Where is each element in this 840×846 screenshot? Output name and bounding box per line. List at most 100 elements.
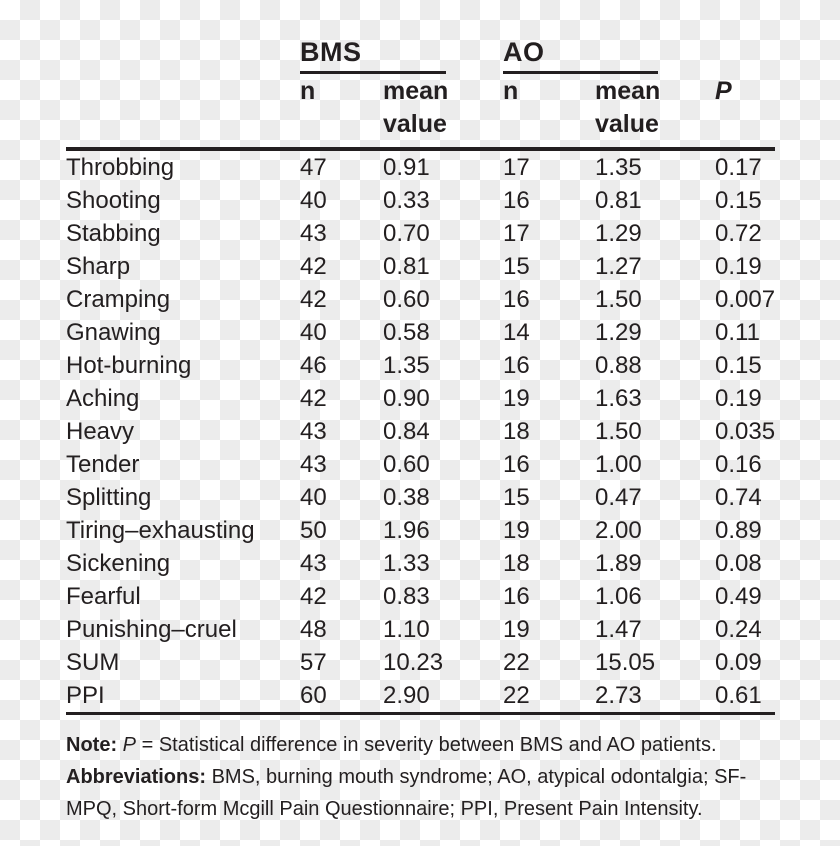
empty-p-header <box>715 38 775 75</box>
p-value: 0.61 <box>715 679 775 715</box>
table-row: Hot-burning 46 1.35 16 0.88 0.15 <box>66 349 775 382</box>
ao-n-value: 14 <box>503 319 530 346</box>
row-label: Fearful <box>66 583 141 610</box>
table-row: Tender 43 0.60 16 1.00 0.16 <box>66 448 775 481</box>
abbreviations-label: Abbreviations: <box>66 766 207 788</box>
bms-n-value: 43 <box>300 418 327 445</box>
bms-n-value: 47 <box>300 154 327 181</box>
bms-n-value: 57 <box>300 649 327 676</box>
row-label: Gnawing <box>66 319 161 346</box>
row-label: Sharp <box>66 253 131 280</box>
ao-mean-value: 1.89 <box>595 550 642 577</box>
bms-mean-value: 0.83 <box>383 583 430 610</box>
table-row: Punishing–cruel 48 1.10 19 1.47 0.24 <box>66 613 775 646</box>
bms-n-value: 48 <box>300 616 327 643</box>
p-value: 0.16 <box>715 451 762 478</box>
ao-n-value: 16 <box>503 187 530 214</box>
table-row: Tiring–exhausting 50 1.96 19 2.00 0.89 <box>66 514 775 547</box>
table-row: SUM 57 10.23 22 15.05 0.09 <box>66 646 775 679</box>
bms-n-value: 40 <box>300 319 327 346</box>
ao-n-value: 16 <box>503 451 530 478</box>
bms-mean-value: 0.58 <box>383 319 430 346</box>
data-table: BMS AO n mean value n mean value P Throb… <box>66 38 775 715</box>
p-value: 0.007 <box>715 286 776 313</box>
col-header-ao-n: n <box>503 75 595 151</box>
table-row: Stabbing 43 0.70 17 1.29 0.72 <box>66 217 775 250</box>
ao-mean-value: 0.88 <box>595 352 642 379</box>
ao-n-value: 18 <box>503 418 530 445</box>
column-header-row: n mean value n mean value P <box>66 75 775 151</box>
group-header-bms-cell: BMS <box>300 38 503 75</box>
ao-n-value: 16 <box>503 352 530 379</box>
row-label: Throbbing <box>66 154 175 181</box>
p-value: 0.19 <box>715 385 762 412</box>
p-value: 0.15 <box>715 352 762 379</box>
table-row: Gnawing 40 0.58 14 1.29 0.11 <box>66 316 775 349</box>
ao-n-value: 16 <box>503 583 530 610</box>
row-label: Stabbing <box>66 220 161 247</box>
bms-n-value: 40 <box>300 187 327 214</box>
group-header-ao-cell: AO <box>503 38 715 75</box>
bms-mean-value: 1.10 <box>383 616 430 643</box>
p-value: 0.19 <box>715 253 762 280</box>
abbreviations-line: Abbreviations: BMS, burning mouth syndro… <box>66 761 775 825</box>
group-header-ao: AO <box>503 38 658 74</box>
table-row: Fearful 42 0.83 16 1.06 0.49 <box>66 580 775 613</box>
bms-n-value: 60 <box>300 679 383 715</box>
ao-mean-value: 1.00 <box>595 451 642 478</box>
p-value: 0.72 <box>715 220 762 247</box>
ao-n-value: 19 <box>503 517 530 544</box>
bms-n-value: 42 <box>300 253 327 280</box>
row-label: Tiring–exhausting <box>66 517 255 544</box>
table-row: Aching 42 0.90 19 1.63 0.19 <box>66 382 775 415</box>
bms-mean-value: 10.23 <box>383 649 444 676</box>
group-header-bms: BMS <box>300 38 446 74</box>
col-header-bms-n: n <box>300 75 383 151</box>
row-label: Hot-burning <box>66 352 192 379</box>
table-row: Cramping 42 0.60 16 1.50 0.007 <box>66 283 775 316</box>
table-row: Sickening 43 1.33 18 1.89 0.08 <box>66 547 775 580</box>
bms-n-value: 46 <box>300 352 327 379</box>
bms-n-value: 43 <box>300 550 327 577</box>
bms-mean-value: 0.84 <box>383 418 430 445</box>
p-value: 0.17 <box>715 154 762 181</box>
sf-mpq-severity-table: BMS AO n mean value n mean value P Throb… <box>66 38 775 825</box>
ao-n-value: 15 <box>503 484 530 511</box>
note-text: = Statistical difference in severity bet… <box>141 734 717 756</box>
p-value: 0.08 <box>715 550 762 577</box>
ao-n-value: 17 <box>503 154 530 181</box>
col-header-bms-mean-value: mean value <box>383 75 503 151</box>
p-value: 0.74 <box>715 484 762 511</box>
bms-n-value: 42 <box>300 385 327 412</box>
row-label: Shooting <box>66 187 161 214</box>
ao-mean-value: 2.73 <box>595 679 715 715</box>
table-row: Shooting 40 0.33 16 0.81 0.15 <box>66 184 775 217</box>
abbreviations-text: BMS, burning mouth syndrome; AO, atypica… <box>66 766 747 820</box>
ao-mean-value: 1.35 <box>595 154 642 181</box>
ao-mean-value: 1.50 <box>595 286 642 313</box>
note-line: Note: P = Statistical difference in seve… <box>66 729 775 761</box>
bms-mean-value: 0.81 <box>383 253 430 280</box>
row-label: Sickening <box>66 550 171 577</box>
bms-mean-value: 1.96 <box>383 517 430 544</box>
ao-n-value: 22 <box>503 649 530 676</box>
ao-n-value: 18 <box>503 550 530 577</box>
row-label: PPI <box>66 679 300 715</box>
ao-n-value: 19 <box>503 616 530 643</box>
ao-mean-value: 0.47 <box>595 484 642 511</box>
row-label: Punishing–cruel <box>66 616 237 643</box>
ao-mean-value: 2.00 <box>595 517 642 544</box>
ao-mean-value: 0.81 <box>595 187 642 214</box>
bms-mean-value: 0.60 <box>383 451 430 478</box>
bms-mean-value: 0.91 <box>383 154 430 181</box>
ao-mean-value: 1.29 <box>595 220 642 247</box>
ao-n-value: 16 <box>503 286 530 313</box>
table-row: Throbbing 47 0.91 17 1.35 0.17 <box>66 149 775 184</box>
note-label: Note: <box>66 734 118 756</box>
bms-n-value: 43 <box>300 451 327 478</box>
row-label: Cramping <box>66 286 171 313</box>
ao-n-value: 15 <box>503 253 530 280</box>
p-value: 0.89 <box>715 517 762 544</box>
bms-n-value: 50 <box>300 517 327 544</box>
